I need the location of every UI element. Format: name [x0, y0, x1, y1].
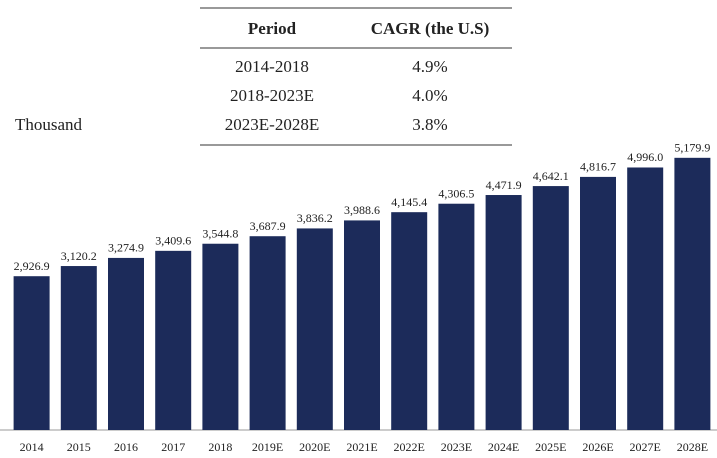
x-tick-label: 2024E — [488, 440, 519, 454]
table-cell: 2014-2018 — [235, 57, 309, 76]
x-tick-label: 2020E — [299, 440, 330, 454]
value-label: 4,145.4 — [391, 195, 427, 209]
table-cell: 4.0% — [412, 86, 447, 105]
value-label: 4,471.9 — [486, 178, 522, 192]
table-cell: 2023E-2028E — [225, 115, 319, 134]
table-header: CAGR (the U.S) — [371, 19, 490, 38]
table-header: Period — [248, 19, 297, 38]
x-tick-label: 2023E — [441, 440, 472, 454]
x-tick-label: 2019E — [252, 440, 283, 454]
unit-label: Thousand — [15, 115, 83, 134]
table-cell: 4.9% — [412, 57, 447, 76]
x-tick-label: 2025E — [535, 440, 566, 454]
bar — [249, 236, 286, 430]
bar — [60, 266, 97, 430]
bar — [108, 257, 144, 430]
bar — [202, 243, 239, 430]
value-label: 3,544.8 — [202, 226, 238, 240]
value-label: 5,179.9 — [674, 141, 710, 155]
bar — [391, 212, 428, 430]
value-label: 2,926.9 — [14, 259, 50, 273]
value-label: 4,816.7 — [580, 160, 616, 174]
value-label: 4,996.0 — [627, 150, 663, 164]
bar — [627, 167, 664, 430]
value-label: 3,120.2 — [61, 249, 97, 263]
x-tick-label: 2022E — [394, 440, 425, 454]
x-tick-label: 2014 — [20, 440, 44, 454]
bar — [438, 203, 475, 430]
x-tick-label: 2018 — [208, 440, 232, 454]
bar — [485, 195, 522, 430]
bar — [13, 276, 50, 430]
x-tick-label: 2021E — [346, 440, 377, 454]
x-tick-label: 2026E — [582, 440, 613, 454]
value-label: 3,836.2 — [297, 211, 333, 225]
bar — [296, 228, 333, 430]
value-label: 4,642.1 — [533, 169, 569, 183]
value-label: 3,687.9 — [250, 219, 286, 233]
table-cell: 2018-2023E — [230, 86, 314, 105]
value-label: 3,988.6 — [344, 203, 380, 217]
x-tick-label: 2017 — [161, 440, 185, 454]
x-tick-label: 2015 — [67, 440, 91, 454]
x-tick-label: 2016 — [114, 440, 138, 454]
bar — [155, 250, 192, 430]
x-tick-label: 2028E — [677, 440, 708, 454]
value-label: 3,274.9 — [108, 241, 144, 255]
value-label: 4,306.5 — [438, 186, 474, 200]
table-cell: 3.8% — [412, 115, 447, 134]
x-tick-label: 2027E — [630, 440, 661, 454]
bar — [344, 220, 380, 430]
bar — [580, 176, 616, 430]
bar — [674, 157, 711, 430]
bar — [532, 186, 569, 430]
value-label: 3,409.6 — [155, 234, 191, 248]
